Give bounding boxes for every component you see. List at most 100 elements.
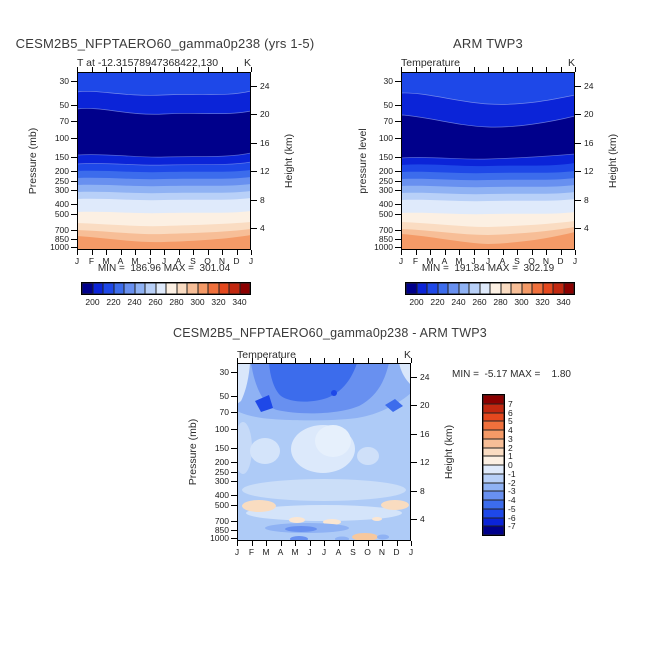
model-pressure-tick <box>71 181 77 182</box>
diff-colorbar-label: -6 <box>508 512 516 523</box>
diff-bottom-tick <box>280 541 282 546</box>
obs-colorbar-cell <box>469 283 480 294</box>
diff-colorbar-cell <box>483 500 504 509</box>
diff-pressure-tick-label: 70 <box>219 407 229 417</box>
obs-height-tick-label: 8 <box>584 195 589 205</box>
diff-top-tick <box>266 358 267 363</box>
obs-height-tick <box>575 143 581 144</box>
obs-pressure-tick-label: 100 <box>378 133 393 143</box>
obs-bottom-tick <box>502 250 504 255</box>
diff-top-tick <box>309 358 311 363</box>
diff-height-tick-label: 20 <box>420 400 430 410</box>
model-pressure-tick-label: 150 <box>54 152 69 162</box>
diff-pressure-tick-label: 300 <box>214 476 229 486</box>
obs-top-tick <box>560 67 562 72</box>
obs-bottom-tick <box>415 250 417 255</box>
model-pressure-tick <box>71 138 77 139</box>
obs-bottom-tick <box>430 250 431 255</box>
model-top-tick <box>236 67 238 72</box>
model-colorbar-cell <box>155 283 166 294</box>
obs-month-label: D <box>557 256 564 266</box>
model-colorbar-cell <box>134 283 145 294</box>
model-pressure-tick <box>71 81 77 82</box>
diff-pressure-tick-label: 700 <box>214 516 229 526</box>
model-pressure-tick-label: 850 <box>54 234 69 244</box>
diff-colorbar-cell <box>483 430 504 439</box>
model-top-tick <box>120 67 122 72</box>
diff-top-tick <box>367 358 369 363</box>
diff-height-tick <box>411 405 417 406</box>
model-month-label: J <box>147 256 152 266</box>
diff-pressure-tick-label: 100 <box>214 424 229 434</box>
obs-pressure-tick <box>395 204 401 205</box>
diff-colorbar-label: 5 <box>508 416 513 427</box>
diff-height-tick-label: 12 <box>420 457 430 467</box>
obs-month-label: M <box>455 256 463 266</box>
model-height-tick <box>251 86 257 87</box>
diff-top-tick <box>251 358 253 363</box>
diff-bottom-tick <box>353 541 354 546</box>
diff-colorbar-cell <box>483 438 504 448</box>
diff-contour-plot <box>237 363 411 541</box>
obs-colorbar-label: 280 <box>493 297 508 307</box>
diff-height-tick <box>411 377 417 378</box>
model-top-tick <box>164 67 165 72</box>
obs-colorbar-cell <box>553 283 564 294</box>
obs-pressure-tick-label: 300 <box>378 185 393 195</box>
diff-colorbar-label: 0 <box>508 460 513 470</box>
model-pressure-tick <box>71 105 77 106</box>
model-colorbar-cell <box>145 283 156 294</box>
model-pressure-tick <box>71 171 77 172</box>
model-colorbar-cell <box>187 283 198 294</box>
model-bottom-tick <box>178 250 180 255</box>
diff-month-label: N <box>378 547 386 557</box>
model-colorbar-label: 200 <box>85 297 100 307</box>
obs-bottom-tick <box>444 250 446 255</box>
diff-colorbar-label: -2 <box>508 477 516 488</box>
model-pressure-tick-label: 70 <box>59 116 69 126</box>
diff-month-label: J <box>307 547 312 557</box>
obs-colorbar-label: 260 <box>472 297 487 307</box>
diff-pressure-tick-label: 200 <box>214 457 229 467</box>
obs-bottom-tick <box>401 250 402 255</box>
diff-title: CESM2B5_NFPTAERO60_gamma0p238 - ARM TWP3 <box>173 326 487 340</box>
diff-colorbar-cell <box>483 465 504 474</box>
diff-month-label: A <box>335 547 342 557</box>
diff-bottom-tick <box>382 541 383 546</box>
model-top-tick <box>135 67 136 72</box>
diff-pressure-tick <box>231 462 237 463</box>
diff-colorbar-label: 3 <box>508 433 513 444</box>
obs-top-tick <box>546 67 547 72</box>
obs-pressure-tick <box>395 230 401 231</box>
diff-colorbar-label: -5 <box>508 503 516 514</box>
model-units-label: K <box>243 57 251 69</box>
obs-pressure-tick <box>395 190 401 191</box>
diff-colorbar-frame <box>482 394 505 536</box>
model-top-tick <box>178 67 180 72</box>
obs-month-label: F <box>412 256 419 266</box>
model-month-label: S <box>190 256 196 266</box>
obs-pressure-tick <box>395 181 401 182</box>
obs-top-tick <box>502 67 504 72</box>
diff-top-tick <box>411 358 412 363</box>
diff-pressure-tick <box>231 495 237 496</box>
model-top-tick <box>106 67 107 72</box>
model-colorbar-frame <box>81 282 251 295</box>
diff-colorbar-label: 6 <box>508 407 513 418</box>
diff-colorbar-cell <box>483 395 504 404</box>
model-pressure-tick-label: 50 <box>59 100 69 110</box>
model-colorbar-cell <box>239 283 250 294</box>
obs-bottom-tick <box>531 250 533 255</box>
diff-pressure-tick-label: 50 <box>219 391 229 401</box>
diff-month-label: O <box>364 547 371 557</box>
diff-height-tick-label: 16 <box>420 429 430 439</box>
model-pressure-tick-label: 1000 <box>50 242 69 252</box>
model-contour-plot <box>77 72 251 250</box>
model-pressure-tick <box>71 157 77 158</box>
diff-top-tick <box>396 358 398 363</box>
diff-colorbar-cell <box>483 517 504 527</box>
obs-colorbar-cell <box>458 283 469 294</box>
model-pressure-tick <box>71 247 77 248</box>
model-top-tick <box>77 67 78 72</box>
obs-bottom-tick <box>517 250 518 255</box>
